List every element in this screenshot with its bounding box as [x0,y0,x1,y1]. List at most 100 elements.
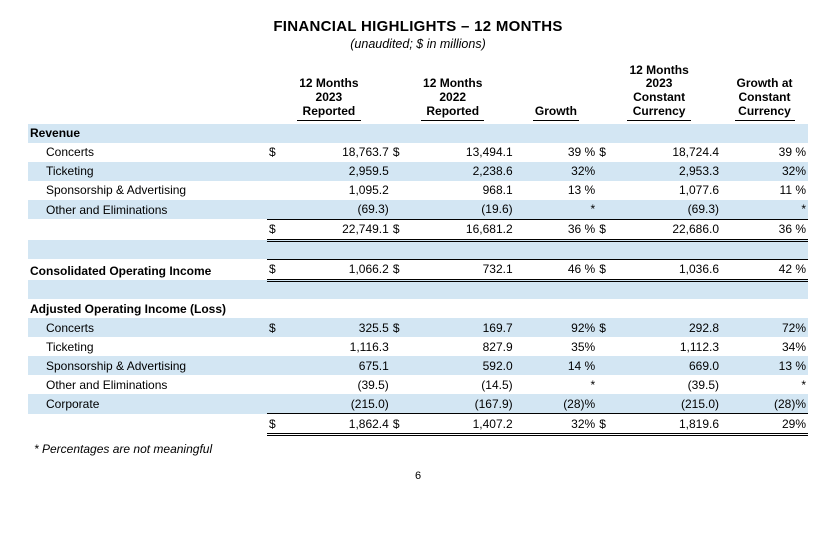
cell: 72% [721,318,808,337]
dollar-sign: $ [267,318,287,337]
cell: 18,763.7 [287,143,391,162]
cell: 34% [721,337,808,356]
cell: 22,749.1 [287,219,391,240]
col-header-2023: 12 Months2023Reported [297,77,360,120]
dollar-sign: $ [267,259,287,280]
row-label: Sponsorship & Advertising [28,181,267,200]
spacer-row [28,280,808,299]
table-row: Corporate (215.0) (167.9) (28)% (215.0) … [28,394,808,414]
cell: (28)% [721,394,808,414]
doc-subtitle: (unaudited; $ in millions) [28,37,808,51]
cell: 36 % [721,219,808,240]
cell: 827.9 [410,337,514,356]
page-number: 6 [28,470,808,482]
row-label: Concerts [28,143,267,162]
cell: * [721,200,808,220]
cell: 669.0 [617,356,721,375]
cell: 1,112.3 [617,337,721,356]
cell: 32% [721,162,808,181]
aoi-label: Adjusted Operating Income (Loss) [28,299,267,318]
cell: (215.0) [287,394,391,414]
dollar-sign: $ [391,219,411,240]
table-row: Ticketing 2,959.5 2,238.6 32% 2,953.3 32… [28,162,808,181]
cell: 13,494.1 [410,143,514,162]
cell: (39.5) [287,375,391,394]
cell: 1,116.3 [287,337,391,356]
cell: 46 % [515,259,598,280]
cell: 39 % [515,143,598,162]
financial-table: 12 Months2023Reported 12 Months2022Repor… [28,61,808,436]
table-row: Sponsorship & Advertising 675.1 592.0 14… [28,356,808,375]
cell: 292.8 [617,318,721,337]
coi-label: Consolidated Operating Income [28,259,267,280]
row-label: Other and Eliminations [28,200,267,220]
header-row: 12 Months2023Reported 12 Months2022Repor… [28,61,808,124]
cell: 32% [515,414,598,435]
cell: 36 % [515,219,598,240]
cell: 2,953.3 [617,162,721,181]
footnote: * Percentages are not meaningful [28,442,808,456]
cell: 2,238.6 [410,162,514,181]
cell: (167.9) [410,394,514,414]
cell: 42 % [721,259,808,280]
dollar-sign: $ [597,219,617,240]
cell: 1,819.6 [617,414,721,435]
cell: (69.3) [287,200,391,220]
dollar-sign: $ [597,318,617,337]
cell: 13 % [515,181,598,200]
cell: (215.0) [617,394,721,414]
cell: 732.1 [410,259,514,280]
cell: 1,862.4 [287,414,391,435]
row-label: Concerts [28,318,267,337]
cell: 18,724.4 [617,143,721,162]
cell: 11 % [721,181,808,200]
aoi-heading-row: Adjusted Operating Income (Loss) [28,299,808,318]
table-row: Concerts $18,763.7 $13,494.1 39 % $18,72… [28,143,808,162]
cell: 325.5 [287,318,391,337]
col-header-gcc: Growth atConstantCurrency [735,77,795,120]
cell: 22,686.0 [617,219,721,240]
cell: 2,959.5 [287,162,391,181]
cell: 16,681.2 [410,219,514,240]
cell: 1,407.2 [410,414,514,435]
coi-row: Consolidated Operating Income $1,066.2 $… [28,259,808,280]
cell: * [515,375,598,394]
cell: * [721,375,808,394]
cell: * [515,200,598,220]
cell: 169.7 [410,318,514,337]
dollar-sign: $ [391,259,411,280]
row-label: Ticketing [28,162,267,181]
cell: 13 % [721,356,808,375]
cell: 1,077.6 [617,181,721,200]
cell: (28)% [515,394,598,414]
dollar-sign: $ [597,143,617,162]
dollar-sign: $ [267,219,287,240]
dollar-sign: $ [391,414,411,435]
row-label: Sponsorship & Advertising [28,356,267,375]
aoi-total-row: $1,862.4 $1,407.2 32% $1,819.6 29% [28,414,808,435]
table-row: Sponsorship & Advertising 1,095.2 968.1 … [28,181,808,200]
cell: 675.1 [287,356,391,375]
dollar-sign: $ [597,414,617,435]
cell: 1,036.6 [617,259,721,280]
cell: 1,095.2 [287,181,391,200]
spacer-row [28,240,808,259]
dollar-sign: $ [391,143,411,162]
cell: (39.5) [617,375,721,394]
cell: 1,066.2 [287,259,391,280]
cell: 29% [721,414,808,435]
table-row: Ticketing 1,116.3 827.9 35% 1,112.3 34% [28,337,808,356]
dollar-sign: $ [267,143,287,162]
dollar-sign: $ [597,259,617,280]
table-row: Concerts $325.5 $169.7 92% $292.8 72% [28,318,808,337]
cell: (14.5) [410,375,514,394]
table-row: Other and Eliminations (69.3) (19.6) * (… [28,200,808,220]
row-label: Ticketing [28,337,267,356]
revenue-total-row: $22,749.1 $16,681.2 36 % $22,686.0 36 % [28,219,808,240]
col-header-growth: Growth [533,105,579,121]
row-label: Corporate [28,394,267,414]
col-header-cc: 12 Months2023ConstantCurrency [627,64,690,121]
dollar-sign: $ [267,414,287,435]
cell: 32% [515,162,598,181]
cell: 592.0 [410,356,514,375]
